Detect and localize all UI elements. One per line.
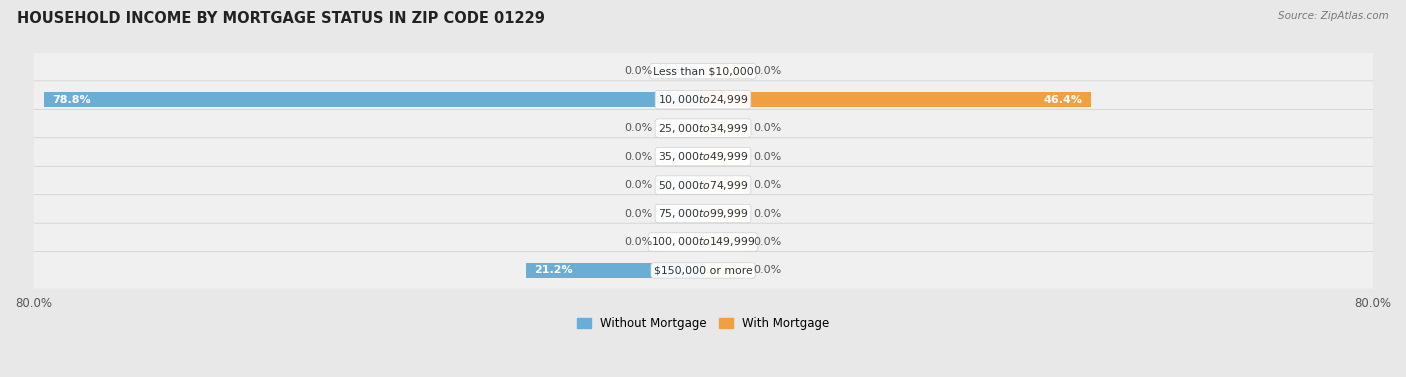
- Text: 0.0%: 0.0%: [754, 123, 782, 133]
- Bar: [526, 263, 703, 278]
- FancyBboxPatch shape: [28, 109, 1378, 147]
- Bar: [661, 234, 703, 250]
- Bar: [703, 92, 1091, 107]
- Text: $150,000 or more: $150,000 or more: [654, 265, 752, 276]
- Text: 0.0%: 0.0%: [754, 237, 782, 247]
- Text: $10,000 to $24,999: $10,000 to $24,999: [658, 93, 748, 106]
- FancyBboxPatch shape: [28, 195, 1378, 232]
- Text: $75,000 to $99,999: $75,000 to $99,999: [658, 207, 748, 220]
- Bar: [661, 149, 703, 164]
- FancyBboxPatch shape: [27, 109, 1379, 147]
- Text: 0.0%: 0.0%: [754, 208, 782, 219]
- Text: 0.0%: 0.0%: [754, 152, 782, 162]
- Text: $35,000 to $49,999: $35,000 to $49,999: [658, 150, 748, 163]
- FancyBboxPatch shape: [27, 223, 1379, 261]
- FancyBboxPatch shape: [27, 80, 1379, 119]
- FancyBboxPatch shape: [27, 137, 1379, 176]
- FancyBboxPatch shape: [27, 166, 1379, 204]
- FancyBboxPatch shape: [28, 52, 1378, 90]
- Text: Less than $10,000: Less than $10,000: [652, 66, 754, 76]
- Bar: [661, 64, 703, 78]
- Legend: Without Mortgage, With Mortgage: Without Mortgage, With Mortgage: [572, 313, 834, 335]
- Text: 21.2%: 21.2%: [534, 265, 572, 276]
- Text: 0.0%: 0.0%: [624, 237, 652, 247]
- FancyBboxPatch shape: [28, 223, 1378, 261]
- FancyBboxPatch shape: [28, 252, 1378, 289]
- Text: 0.0%: 0.0%: [624, 208, 652, 219]
- Bar: [703, 178, 745, 193]
- FancyBboxPatch shape: [28, 166, 1378, 204]
- Text: $25,000 to $34,999: $25,000 to $34,999: [658, 122, 748, 135]
- Bar: [44, 92, 703, 107]
- Text: Source: ZipAtlas.com: Source: ZipAtlas.com: [1278, 11, 1389, 21]
- FancyBboxPatch shape: [28, 81, 1378, 118]
- FancyBboxPatch shape: [27, 52, 1379, 90]
- Bar: [703, 263, 745, 278]
- Bar: [661, 206, 703, 221]
- Bar: [703, 121, 745, 136]
- FancyBboxPatch shape: [27, 194, 1379, 233]
- Text: $50,000 to $74,999: $50,000 to $74,999: [658, 179, 748, 192]
- Bar: [44, 92, 703, 107]
- Bar: [703, 149, 745, 164]
- FancyBboxPatch shape: [27, 251, 1379, 290]
- Text: 0.0%: 0.0%: [754, 265, 782, 276]
- Bar: [526, 263, 703, 278]
- Bar: [703, 64, 745, 78]
- Text: 78.8%: 78.8%: [52, 95, 90, 105]
- Text: 0.0%: 0.0%: [624, 123, 652, 133]
- Text: 0.0%: 0.0%: [624, 152, 652, 162]
- Text: 0.0%: 0.0%: [754, 180, 782, 190]
- Text: 0.0%: 0.0%: [624, 180, 652, 190]
- Bar: [661, 178, 703, 193]
- Text: HOUSEHOLD INCOME BY MORTGAGE STATUS IN ZIP CODE 01229: HOUSEHOLD INCOME BY MORTGAGE STATUS IN Z…: [17, 11, 544, 26]
- Text: 0.0%: 0.0%: [754, 66, 782, 76]
- Text: 0.0%: 0.0%: [624, 66, 652, 76]
- Text: $100,000 to $149,999: $100,000 to $149,999: [651, 236, 755, 248]
- Bar: [703, 234, 745, 250]
- Bar: [703, 206, 745, 221]
- Bar: [703, 92, 1091, 107]
- Bar: [661, 121, 703, 136]
- Text: 46.4%: 46.4%: [1043, 95, 1083, 105]
- FancyBboxPatch shape: [28, 138, 1378, 175]
